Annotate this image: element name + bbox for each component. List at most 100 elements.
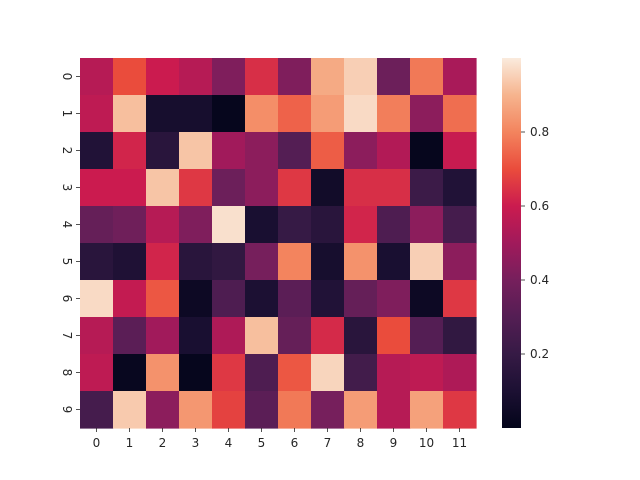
- heatmap-cell: [278, 169, 312, 207]
- heatmap-cell: [80, 206, 114, 244]
- heatmap-cell: [80, 391, 114, 429]
- colorbar-ticks: 0.2 0.4 0.6 0.8: [521, 125, 549, 361]
- x-tick-label: 2: [159, 436, 167, 450]
- heatmap-cell: [278, 391, 312, 429]
- heatmap-cell: [410, 243, 444, 281]
- x-tick-label: 6: [291, 436, 299, 450]
- heatmap-cell: [410, 354, 444, 392]
- heatmap-cell: [410, 95, 444, 133]
- heatmap-cell: [344, 169, 378, 207]
- heatmap-cell: [245, 391, 279, 429]
- heatmap-cell: [113, 132, 147, 170]
- heatmap-cell: [278, 95, 312, 133]
- colorbar-tick-label: 0.8: [530, 125, 549, 139]
- heatmap-cell: [146, 169, 180, 207]
- heatmap-cell: [80, 58, 114, 96]
- heatmap-cell: [113, 206, 147, 244]
- heatmap-cell: [245, 206, 279, 244]
- heatmap-cell: [113, 317, 147, 355]
- heatmap-cell: [344, 58, 378, 96]
- heatmap-cell: [179, 317, 213, 355]
- heatmap-cell: [212, 58, 246, 96]
- heatmap-cell: [80, 95, 114, 133]
- heatmap-cell: [278, 132, 312, 170]
- heatmap-cell: [278, 280, 312, 318]
- heatmap-cell: [179, 58, 213, 96]
- heatmap-cell: [344, 317, 378, 355]
- y-tick-label: 9: [60, 406, 74, 414]
- y-tick-label: 1: [60, 110, 74, 118]
- heatmap-cell: [179, 95, 213, 133]
- heatmap-cell: [311, 280, 345, 318]
- heatmap-cell: [113, 243, 147, 281]
- heatmap-cell: [146, 206, 180, 244]
- heatmap-cell: [212, 206, 246, 244]
- heatmap-cell: [146, 132, 180, 170]
- x-axis-ticks: 0 1 2 3 4 5 6 7 8 9 10 11: [93, 428, 467, 450]
- heatmap-cell: [212, 280, 246, 318]
- heatmap-cell: [80, 317, 114, 355]
- heatmap-cell: [377, 58, 411, 96]
- y-tick-label: 5: [60, 258, 74, 266]
- heatmap-cell: [212, 317, 246, 355]
- heatmap-cell: [245, 58, 279, 96]
- heatmap-cell: [245, 95, 279, 133]
- x-tick-label: 8: [357, 436, 365, 450]
- heatmap-cell: [245, 243, 279, 281]
- heatmap-cell: [311, 391, 345, 429]
- heatmap-cell: [245, 354, 279, 392]
- heatmap-cell: [410, 391, 444, 429]
- heatmap-cell: [245, 132, 279, 170]
- heatmap-cell: [146, 280, 180, 318]
- heatmap-cell: [443, 132, 477, 170]
- heatmap-cell: [443, 243, 477, 281]
- heatmap-cell: [311, 58, 345, 96]
- heatmap-cell: [80, 169, 114, 207]
- heatmap-cell: [113, 95, 147, 133]
- heatmap-cell: [146, 95, 180, 133]
- heatmap-cell: [212, 132, 246, 170]
- heatmap-cell: [146, 354, 180, 392]
- heatmap-cell: [443, 280, 477, 318]
- heatmap-cell: [179, 206, 213, 244]
- heatmap-cell: [311, 95, 345, 133]
- heatmap-cell: [245, 169, 279, 207]
- heatmap-cell: [410, 169, 444, 207]
- heatmap-cell: [377, 354, 411, 392]
- x-tick-label: 1: [126, 436, 134, 450]
- heatmap-cell: [212, 243, 246, 281]
- heatmap-cell: [377, 280, 411, 318]
- x-tick-label: 9: [390, 436, 398, 450]
- heatmap-cell: [245, 280, 279, 318]
- heatmap-cell: [179, 132, 213, 170]
- colorbar: [502, 58, 521, 428]
- colorbar-tick-label: 0.4: [530, 273, 549, 287]
- x-tick-label: 11: [452, 436, 467, 450]
- heatmap-cell: [179, 243, 213, 281]
- heatmap-cell: [443, 95, 477, 133]
- x-tick-label: 3: [192, 436, 200, 450]
- heatmap-cell: [80, 243, 114, 281]
- heatmap-cell: [245, 317, 279, 355]
- heatmap-cell: [410, 132, 444, 170]
- x-tick-label: 4: [225, 436, 233, 450]
- heatmap-cell: [113, 280, 147, 318]
- heatmap-cell: [410, 206, 444, 244]
- y-tick-label: 3: [60, 184, 74, 192]
- y-tick-label: 0: [60, 73, 74, 81]
- heatmap-cell: [311, 354, 345, 392]
- heatmap-cell: [179, 169, 213, 207]
- y-tick-label: 8: [60, 369, 74, 377]
- heatmap-cell: [113, 354, 147, 392]
- heatmap-cell: [212, 95, 246, 133]
- heatmap-cell: [443, 206, 477, 244]
- heatmap-cell: [212, 354, 246, 392]
- heatmap-cell: [377, 132, 411, 170]
- heatmap-cell: [80, 132, 114, 170]
- heatmap-cell: [311, 317, 345, 355]
- heatmap-cell: [113, 169, 147, 207]
- heatmap-cell: [344, 391, 378, 429]
- x-tick-label: 10: [419, 436, 434, 450]
- heatmap-cell: [410, 280, 444, 318]
